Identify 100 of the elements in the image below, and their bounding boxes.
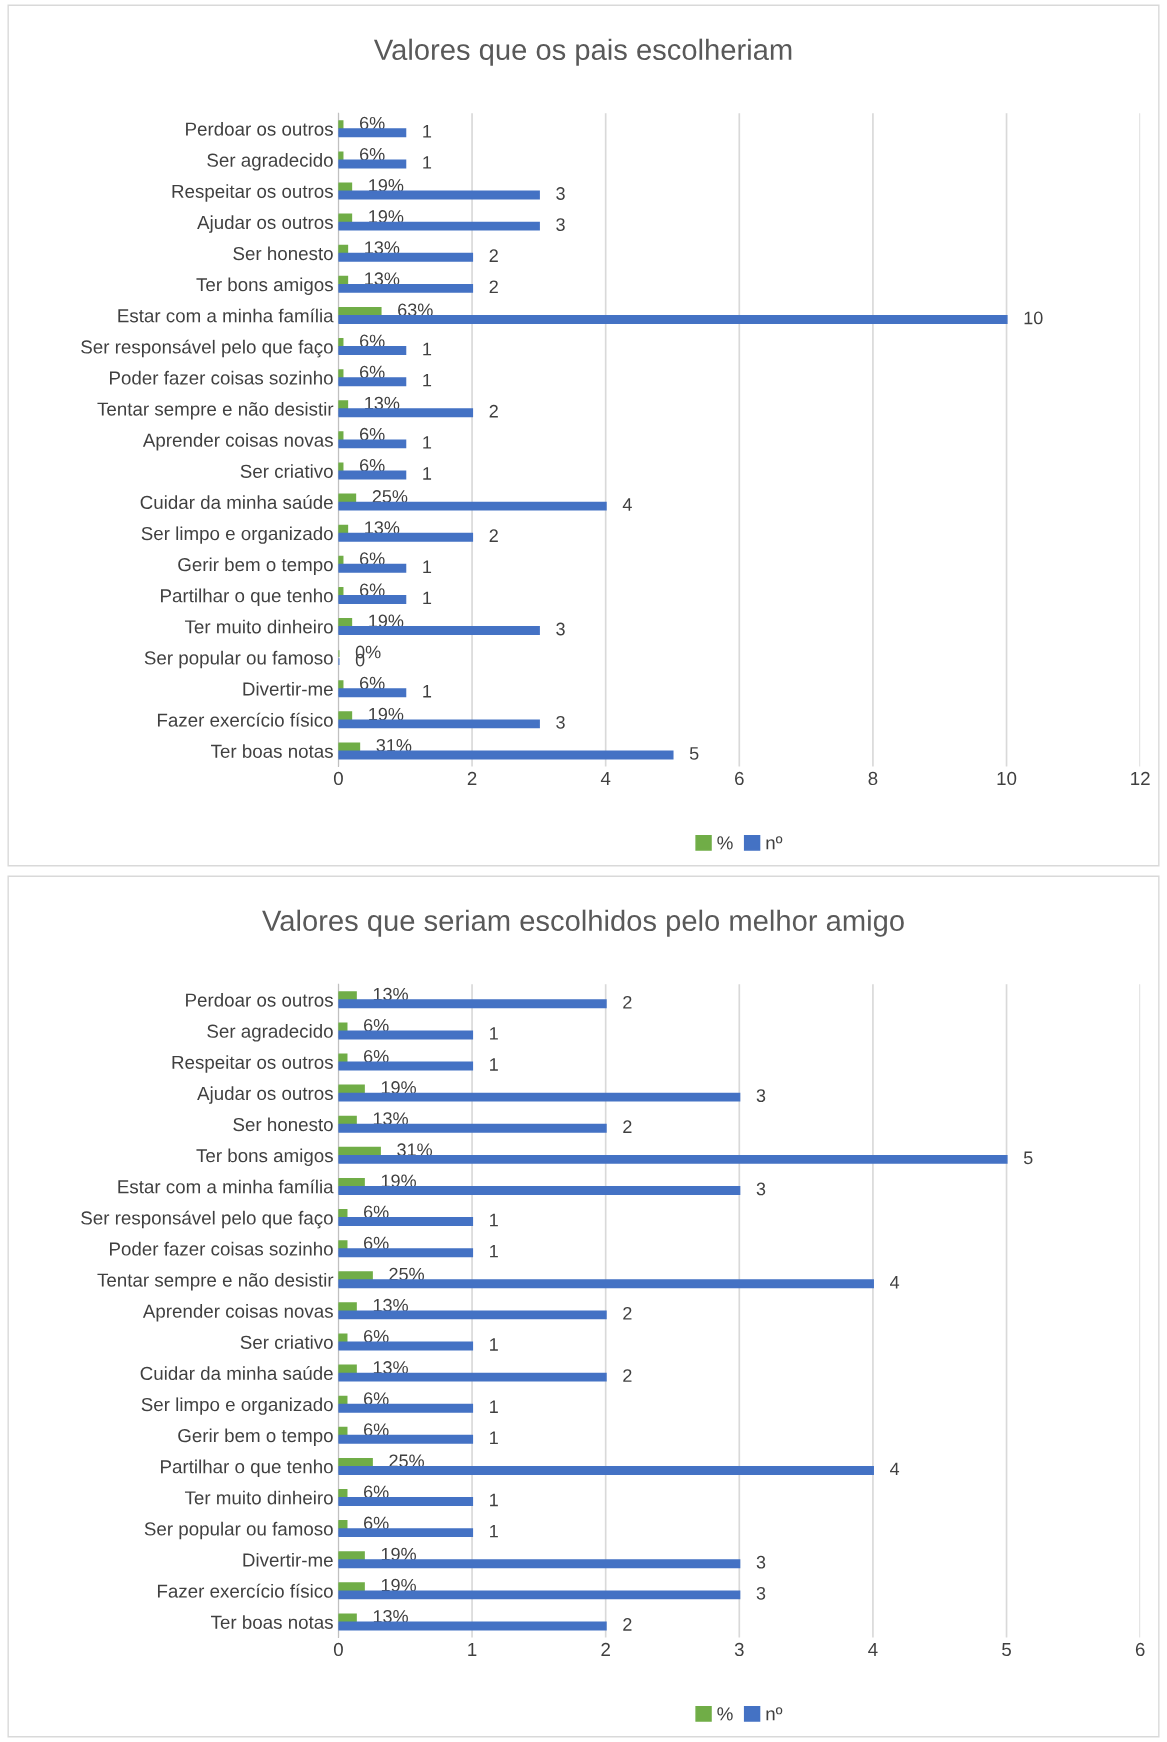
y-tick-label: Tentar sempre e não desistir: [97, 401, 334, 420]
y-tick-label: Poder fazer coisas sozinho: [110, 1241, 333, 1256]
data-label: 6%: [360, 147, 385, 161]
data-label: 1: [423, 156, 432, 169]
data-label: 3: [556, 622, 565, 636]
data-label: 2: [623, 1618, 632, 1631]
data-label: 1: [423, 467, 432, 480]
data-label: 13%: [365, 396, 400, 410]
data-label: 1: [423, 125, 432, 138]
data-label: 4: [890, 1462, 900, 1476]
x-tick-label: 8: [868, 771, 878, 786]
y-tick-label: Respeitar os outros: [172, 184, 333, 202]
x-tick-label: 10: [997, 771, 1017, 786]
data-label: 10: [1024, 311, 1043, 325]
x-tick-label: 0: [333, 771, 343, 786]
data-label: 6%: [360, 427, 385, 441]
data-label: 5: [1023, 1151, 1033, 1165]
y-tick-label: Ter muito dinheiro: [184, 619, 333, 634]
y-tick-label: Ser responsável pelo que faço: [81, 1210, 333, 1229]
y-tick-label: Ter bons amigos: [196, 1148, 333, 1166]
y-tick-label: Ser popular ou famoso: [144, 650, 333, 669]
x-tick-label: 2: [601, 1642, 610, 1656]
data-label: 6%: [364, 1050, 389, 1063]
x-tick-label: 6: [735, 771, 744, 786]
y-tick-label: Cuidar da minha saúde: [140, 495, 333, 510]
data-label: 6%: [364, 1516, 389, 1530]
x-tick-label: 6: [1135, 1642, 1145, 1657]
data-label: 3: [756, 1586, 766, 1600]
y-tick-label: Perdoar os outros: [186, 121, 333, 136]
y-tick-label: Ser agradecido: [207, 153, 333, 171]
data-label: 1: [490, 1027, 498, 1040]
data-label: 19%: [369, 707, 404, 721]
x-tick-label: 1: [468, 1643, 477, 1656]
x-tick-label: 3: [734, 1642, 744, 1657]
data-label: 1: [423, 373, 432, 387]
x-tick-label: 4: [600, 772, 611, 785]
data-label: 6%: [360, 365, 385, 379]
data-label: 1: [423, 436, 432, 449]
data-label: 1: [490, 1244, 498, 1258]
y-tick-label: Ter muito dinheiro: [184, 1490, 333, 1505]
legend-label: nº: [766, 1707, 783, 1721]
data-label: 3: [556, 218, 565, 231]
y-tick-label: Fazer exercício físico: [157, 712, 333, 727]
y-tick-label: Divertir-me: [243, 681, 333, 696]
data-label: 6%: [364, 1329, 389, 1343]
data-label: 1: [490, 1058, 498, 1071]
data-label: 1: [490, 1400, 498, 1413]
data-label: 2: [623, 1369, 632, 1382]
data-label: 6%: [364, 1018, 389, 1032]
y-tick-label: Estar com a minha família: [118, 1179, 334, 1194]
data-label: 5: [689, 747, 699, 760]
data-label: 2: [489, 280, 498, 294]
data-label: 1: [490, 1431, 498, 1444]
y-tick-label: Gerir bem o tempo: [178, 1428, 333, 1446]
data-label: 6%: [360, 458, 385, 472]
data-label: 19%: [381, 1547, 416, 1561]
y-tick-label: Perdoar os outros: [186, 992, 333, 1007]
x-tick-label: 4: [868, 1643, 878, 1656]
y-tick-label: Ser criativo: [240, 1335, 333, 1349]
x-tick-label: 5: [1002, 1643, 1011, 1657]
y-tick-label: Divertir-me: [243, 1552, 333, 1567]
y-tick-label: Ter bons amigos: [196, 277, 333, 295]
data-label: 3: [756, 1182, 766, 1196]
data-label: 2: [489, 249, 498, 262]
data-label: 1: [490, 1524, 498, 1538]
chart-title: Valores que os pais escolheriam: [373, 38, 792, 66]
data-label: 3: [556, 187, 565, 200]
data-label: 4: [622, 498, 632, 511]
y-tick-label: Ter boas notas: [211, 1615, 333, 1629]
data-label: 6%: [364, 1236, 389, 1250]
data-label: 1: [423, 560, 432, 573]
y-tick-label: Ser agradecido: [207, 1024, 333, 1042]
data-label: 3: [756, 1555, 766, 1569]
data-label: 2: [623, 1120, 632, 1133]
y-tick-label: Ter boas notas: [211, 744, 333, 758]
data-label: 3: [756, 1089, 766, 1102]
data-label: 6%: [360, 116, 385, 130]
y-tick-label: Partilhar o que tenho: [161, 588, 333, 607]
y-tick-label: Estar com a minha família: [118, 308, 334, 323]
data-label: 4: [890, 1276, 900, 1289]
y-tick-label: Poder fazer coisas sozinho: [110, 370, 333, 385]
y-tick-label: Tentar sempre e não desistir: [97, 1272, 334, 1291]
data-label: 2: [623, 995, 632, 1009]
x-tick-label: 0: [333, 1642, 343, 1657]
data-label: 1: [423, 591, 432, 605]
y-tick-label: Partilhar o que tenho: [161, 1459, 333, 1478]
data-label: 3: [556, 715, 565, 729]
data-label: 1: [423, 342, 432, 356]
y-tick-label: Ser responsável pelo que faço: [81, 339, 333, 358]
y-tick-label: Ajudar os outros: [197, 215, 333, 233]
data-label: 1: [423, 685, 432, 698]
y-tick-label: Aprender coisas novas: [142, 1304, 333, 1322]
y-tick-label: Fazer exercício físico: [157, 1583, 333, 1598]
y-tick-label: Ser criativo: [240, 464, 333, 478]
y-tick-label: Respeitar os outros: [172, 1055, 333, 1073]
y-tick-label: Aprender coisas novas: [142, 433, 333, 451]
data-label: 1: [490, 1493, 498, 1507]
legend-label: %: [717, 836, 733, 850]
data-label: 25%: [389, 1267, 424, 1281]
y-tick-label: Ser honesto: [233, 1117, 333, 1132]
